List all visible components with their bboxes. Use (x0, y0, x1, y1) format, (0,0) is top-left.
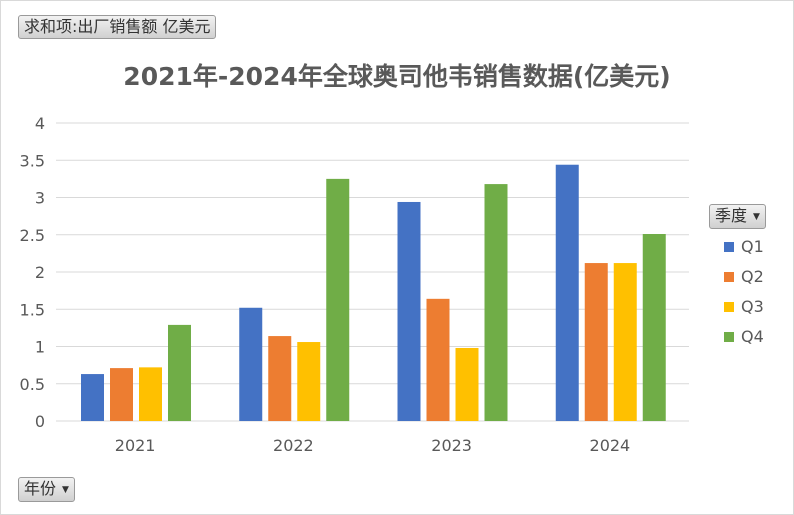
y-tick-label: 2 (35, 263, 45, 282)
bar-q1-2023 (397, 201, 421, 421)
x-tick-label: 2023 (431, 436, 472, 455)
bar-q3-2022 (297, 342, 321, 421)
bar-q2-2024 (584, 263, 608, 421)
bar-q2-2022 (268, 336, 292, 421)
bar-q3-2021 (139, 367, 162, 421)
y-tick-label: 3 (35, 189, 45, 208)
legend-swatch-q1 (724, 242, 734, 252)
x-tick-label: 2024 (590, 436, 631, 455)
legend-swatch-q3 (724, 302, 734, 312)
bar-q2-2023 (426, 298, 450, 421)
x-tick-label: 2022 (273, 436, 314, 455)
legend-label-q3: Q3 (741, 297, 764, 316)
y-tick-label: 1.5 (20, 300, 45, 319)
y-tick-label: 3.5 (20, 151, 45, 170)
bar-q3-2023 (455, 347, 479, 421)
bar-q4-2024 (642, 234, 666, 421)
bar-q1-2021 (81, 374, 104, 421)
legend-label-q1: Q1 (741, 237, 764, 256)
bar-q4-2022 (326, 178, 350, 421)
legend-swatch-q4 (724, 332, 734, 342)
triangle-down-icon: ▼ (62, 484, 69, 495)
axis-field-label: 年份 (24, 479, 57, 498)
value-field-button[interactable]: 求和项:出厂销售额 亿美元 (18, 15, 217, 39)
legend-label-q2: Q2 (741, 267, 764, 286)
legend-field-button[interactable]: 季度 ▼ (709, 204, 766, 229)
chart-title: 2021年-2024年全球奥司他韦销售数据(亿美元) (123, 62, 670, 91)
y-tick-label: 1 (35, 338, 45, 357)
axis-field-button[interactable]: 年份 ▼ (18, 477, 75, 502)
bar-q2-2021 (110, 368, 133, 421)
bar-q1-2024 (555, 164, 579, 421)
triangle-down-icon: ▼ (753, 211, 760, 222)
bar-q4-2021 (168, 324, 191, 421)
y-tick-label: 4 (35, 114, 45, 133)
y-tick-label: 0.5 (20, 375, 45, 394)
bar-q3-2024 (613, 263, 637, 421)
legend-label-q4: Q4 (741, 327, 764, 346)
bar-q4-2023 (484, 184, 508, 421)
y-tick-label: 0 (35, 412, 45, 431)
value-field-label: 求和项:出厂销售额 亿美元 (24, 17, 211, 36)
legend-swatch-q2 (724, 272, 734, 282)
x-tick-label: 2021 (115, 436, 156, 455)
y-tick-label: 2.5 (20, 226, 45, 245)
bar-q1-2022 (239, 307, 263, 421)
legend-field-label: 季度 (715, 206, 748, 225)
